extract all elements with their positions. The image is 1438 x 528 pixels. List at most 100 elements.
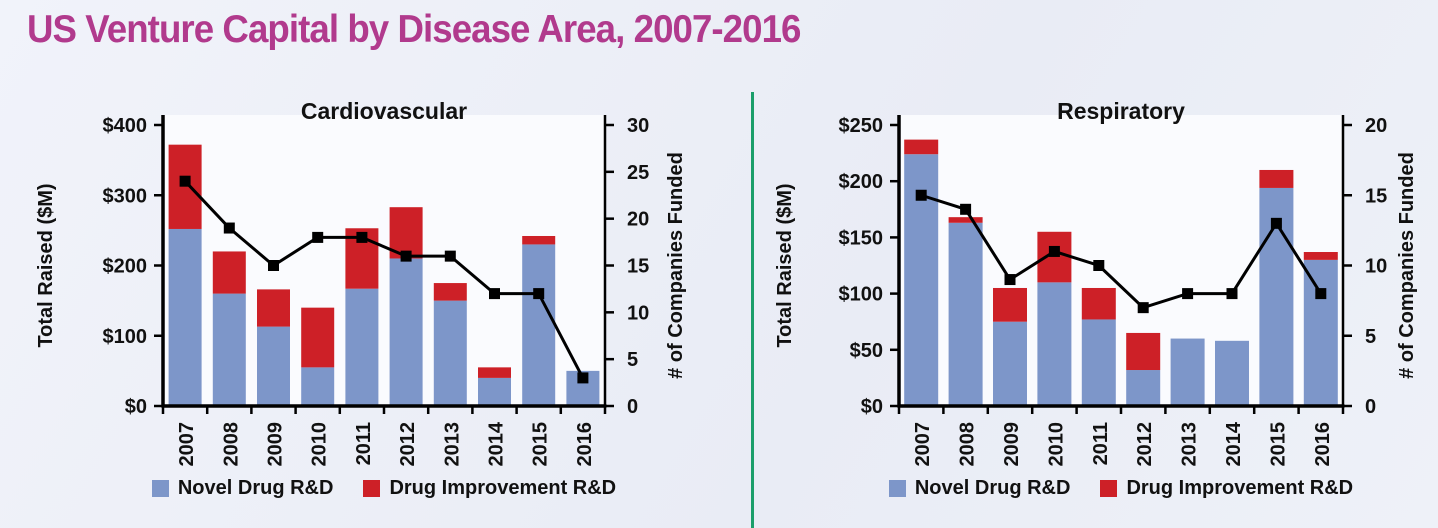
legend-item-novel: Novel Drug R&D [888, 477, 1071, 500]
x-label-2013: 2013 [1179, 422, 1201, 467]
cardiovascular-plot: $0 $100 $200 $300 $400 0 5 10 15 20 25 30 2007 2008 20… [35, 98, 687, 467]
divider-line [751, 92, 754, 528]
x-label-2014: 2014 [486, 421, 508, 466]
right-tick-label: 10 [627, 302, 649, 324]
left-axis-title: Total Raised ($M) [774, 183, 796, 347]
right-tick-label: 20 [627, 209, 649, 231]
right-tick-label: 15 [1365, 185, 1387, 207]
bar-novel-2008 [948, 222, 983, 406]
right-tick-label: 25 [627, 162, 649, 184]
bar-improvement-2015 [1259, 169, 1294, 188]
right-tick-label: 5 [1365, 326, 1376, 348]
x-label-2013: 2013 [441, 422, 463, 467]
bar-improvement-2013 [433, 283, 467, 301]
line-marker-2007 [915, 189, 927, 201]
left-tick-label: $200 [103, 256, 148, 278]
line-marker-2010 [1048, 245, 1060, 257]
x-label-2011: 2011 [353, 422, 375, 465]
legend-respiratory: Novel Drug R&D Drug Improvement R&D [888, 477, 1353, 500]
respiratory-plot: $0 $50 $100 $150 $200 $250 0 5 10 15 20 2007 2008 200… [774, 98, 1418, 467]
left-tick-label: $0 [125, 396, 147, 418]
line-marker-2008 [223, 222, 235, 234]
bar-novel-2012 [389, 258, 423, 406]
x-label-2009: 2009 [265, 422, 287, 467]
bar-improvement-2007 [904, 139, 939, 155]
chart-title: Cardiovascular [301, 98, 467, 124]
left-axis-title: Total Raised ($M) [35, 183, 57, 347]
right-tick-label: 0 [627, 396, 638, 418]
legend-cardiovascular: Novel Drug R&D Drug Improvement R&D [151, 477, 616, 500]
x-label-2007: 2007 [912, 422, 934, 467]
right-tick-label: 5 [627, 349, 638, 371]
bar-novel-2011 [345, 288, 379, 406]
line-marker-2015 [533, 288, 545, 300]
bar-improvement-2011 [1081, 287, 1116, 320]
left-tick-label: $300 [103, 185, 148, 207]
x-label-2009: 2009 [1001, 422, 1023, 467]
right-tick-label: 10 [1365, 256, 1387, 278]
x-label-2007: 2007 [176, 422, 198, 467]
bar-improvement-2010 [301, 307, 335, 368]
bar-novel-2014 [478, 377, 511, 406]
bar-improvement-2012 [1126, 332, 1161, 371]
bar-novel-2014 [1215, 340, 1249, 406]
legend-label-improvement: Drug Improvement R&D [389, 477, 617, 499]
right-tick-label: 15 [627, 256, 649, 278]
bar-improvement-2008 [948, 217, 983, 223]
legend-item-improvement: Drug Improvement R&D [363, 477, 616, 500]
left-tick-label: $50 [850, 340, 883, 362]
bar-novel-2010 [1037, 282, 1072, 406]
bar-improvement-2016 [1303, 252, 1338, 260]
line-marker-2013 [1182, 288, 1194, 300]
x-label-2015: 2015 [530, 422, 552, 467]
bar-novel-2013 [1170, 338, 1205, 406]
line-marker-2011 [356, 231, 368, 243]
bar-improvement-2009 [993, 287, 1027, 322]
line-marker-2013 [444, 250, 456, 262]
bar-improvement-2009 [257, 289, 290, 327]
x-label-2014: 2014 [1223, 421, 1245, 466]
x-label-2015: 2015 [1267, 422, 1289, 467]
line-marker-2011 [1093, 260, 1105, 271]
right-tick-label: 0 [1365, 396, 1376, 418]
x-label-2012: 2012 [397, 422, 419, 467]
bar-novel-2007 [168, 228, 202, 406]
bar-novel-2013 [433, 300, 467, 406]
x-label-2010: 2010 [1045, 422, 1067, 467]
line-marker-2014 [1226, 288, 1238, 300]
x-label-2016: 2016 [574, 422, 596, 467]
line-marker-2009 [1004, 274, 1016, 286]
chart-block-cardiovascular: $0 $100 $200 $300 $400 0 5 10 15 20 25 30 2007 2008 20… [30, 95, 730, 528]
right-axis-title: # of Companies Funded [665, 152, 687, 379]
left-tick-label: $0 [861, 396, 883, 418]
bar-novel-2009 [993, 321, 1027, 406]
x-label-2016: 2016 [1312, 422, 1334, 467]
bar-novel-2009 [257, 326, 290, 406]
chart-block-respiratory: $0 $50 $100 $150 $200 $250 0 5 10 15 20 2007 2008 200… [745, 95, 1438, 528]
bar-improvement-2008 [212, 251, 246, 294]
x-label-2011: 2011 [1090, 422, 1112, 465]
line-marker-2015 [1270, 217, 1282, 229]
bar-novel-2016 [1303, 259, 1338, 406]
line-marker-2008 [960, 203, 972, 215]
novel-drug-swatch-icon [151, 480, 169, 497]
line-marker-2007 [179, 175, 191, 187]
right-tick-label: 30 [627, 115, 649, 137]
left-tick-label: $150 [839, 227, 884, 249]
right-tick-label: 20 [1365, 115, 1387, 137]
legend-item-novel: Novel Drug R&D [151, 477, 333, 500]
bar-improvement-2010 [1037, 231, 1072, 283]
x-label-2010: 2010 [309, 422, 331, 467]
companies-funded-line [184, 180, 585, 379]
bar-improvement-2015 [522, 235, 556, 245]
chart-title: Respiratory [1057, 98, 1185, 124]
drug-improvement-swatch-icon [363, 480, 381, 497]
bar-novel-2010 [301, 367, 335, 406]
bar-improvement-2014 [478, 367, 511, 378]
x-label-2012: 2012 [1134, 422, 1156, 467]
bar-novel-2012 [1126, 370, 1161, 406]
line-marker-2014 [489, 288, 500, 300]
line-marker-2010 [312, 231, 324, 243]
legend-label-novel: Novel Drug R&D [914, 477, 1071, 499]
